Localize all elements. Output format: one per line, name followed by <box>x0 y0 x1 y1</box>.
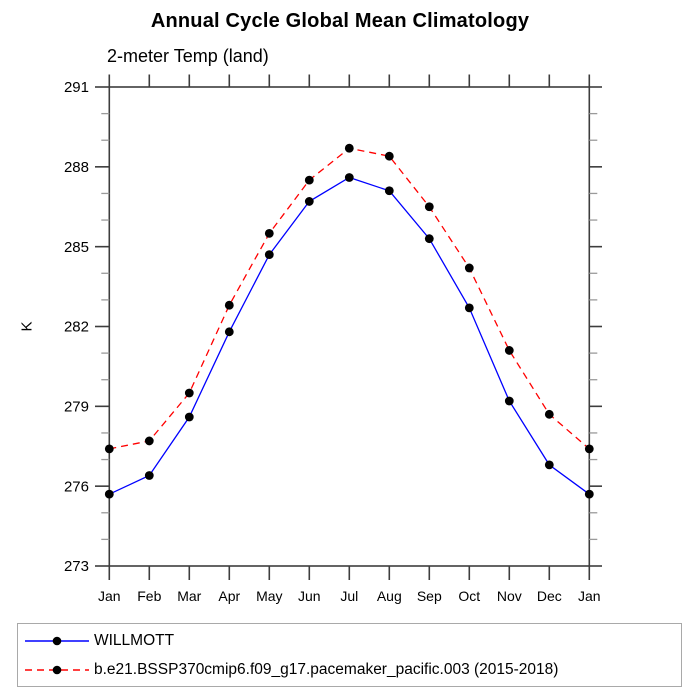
plot-frame <box>108 86 591 567</box>
data-point-dot-1 <box>344 143 354 153</box>
x-tick-label: Jan <box>578 588 601 604</box>
y-tick-label: 282 <box>64 319 89 336</box>
data-point-dot-1 <box>264 228 274 238</box>
data-point-dot-1 <box>504 346 514 355</box>
data-point-dot-0 <box>264 250 274 260</box>
y-tick-label: 285 <box>64 239 89 256</box>
x-tick-label: Dec <box>537 588 562 604</box>
data-point-dot-0 <box>104 489 114 499</box>
data-point-dot-0 <box>224 327 234 337</box>
data-point-dot-0 <box>384 186 394 196</box>
data-point-dot-1 <box>424 202 434 212</box>
chart-title: Annual Cycle Global Mean Climatology <box>150 10 530 32</box>
legend-label-pacemaker: b.e21.BSSP370cmip6.f09_g17.pacemaker_pac… <box>94 660 559 678</box>
x-tick-label: Jul <box>340 588 358 604</box>
data-point-dot-1 <box>464 263 474 273</box>
x-tick-label: May <box>256 588 282 604</box>
legend-line-sample-red-dashed <box>25 665 89 674</box>
data-point-dot-0 <box>144 471 154 480</box>
x-tick-label: Apr <box>218 588 240 604</box>
data-point-dot-0 <box>544 460 554 470</box>
data-point-dot-1 <box>304 175 314 185</box>
data-point-dot-1 <box>104 444 114 454</box>
x-tick-label: Aug <box>377 588 402 604</box>
chart-subtitle: 2-meter Temp (land) <box>107 46 269 66</box>
y-tick-label: 288 <box>64 159 89 176</box>
data-point-dot-0 <box>184 412 194 422</box>
data-point-dot-1 <box>224 300 234 310</box>
legend-label-willmott: WILLMOTT <box>94 631 175 649</box>
data-point-dot-0 <box>424 234 434 244</box>
data-point-dot-1 <box>144 436 154 446</box>
data-point-dot-0 <box>344 173 354 182</box>
x-tick-label: Nov <box>497 588 522 604</box>
x-tick-label: Oct <box>458 588 480 604</box>
series-line-0 <box>109 176 590 495</box>
x-tick-label: Jan <box>98 588 121 604</box>
data-point-dot-0 <box>504 396 514 406</box>
legend-row-willmott: WILLMOTT <box>22 627 681 654</box>
x-tick-label: Sep <box>417 588 442 604</box>
data-point-dot-1 <box>184 388 194 398</box>
series-line-1 <box>109 147 590 450</box>
x-tick-label: Feb <box>137 588 161 604</box>
legend-line-sample-blue <box>25 636 89 645</box>
x-tick-label: Mar <box>177 588 201 604</box>
data-point-dot-0 <box>464 303 474 313</box>
legend: WILLMOTT b.e21.BSSP370cmip6.f09_g17.pace… <box>17 623 682 687</box>
x-tick-label: Jun <box>298 588 321 604</box>
y-tick-label: 273 <box>64 558 89 575</box>
data-point-dot-1 <box>584 444 594 454</box>
data-point-dot-0 <box>304 197 314 206</box>
y-tick-label: 276 <box>64 478 89 495</box>
data-point-dot-0 <box>584 489 594 499</box>
legend-row-pacemaker: b.e21.BSSP370cmip6.f09_g17.pacemaker_pac… <box>22 656 681 683</box>
data-point-dot-1 <box>544 409 554 419</box>
y-tick-label: 279 <box>64 399 89 416</box>
y-tick-label: 291 <box>64 79 89 96</box>
data-point-dot-1 <box>384 151 394 161</box>
